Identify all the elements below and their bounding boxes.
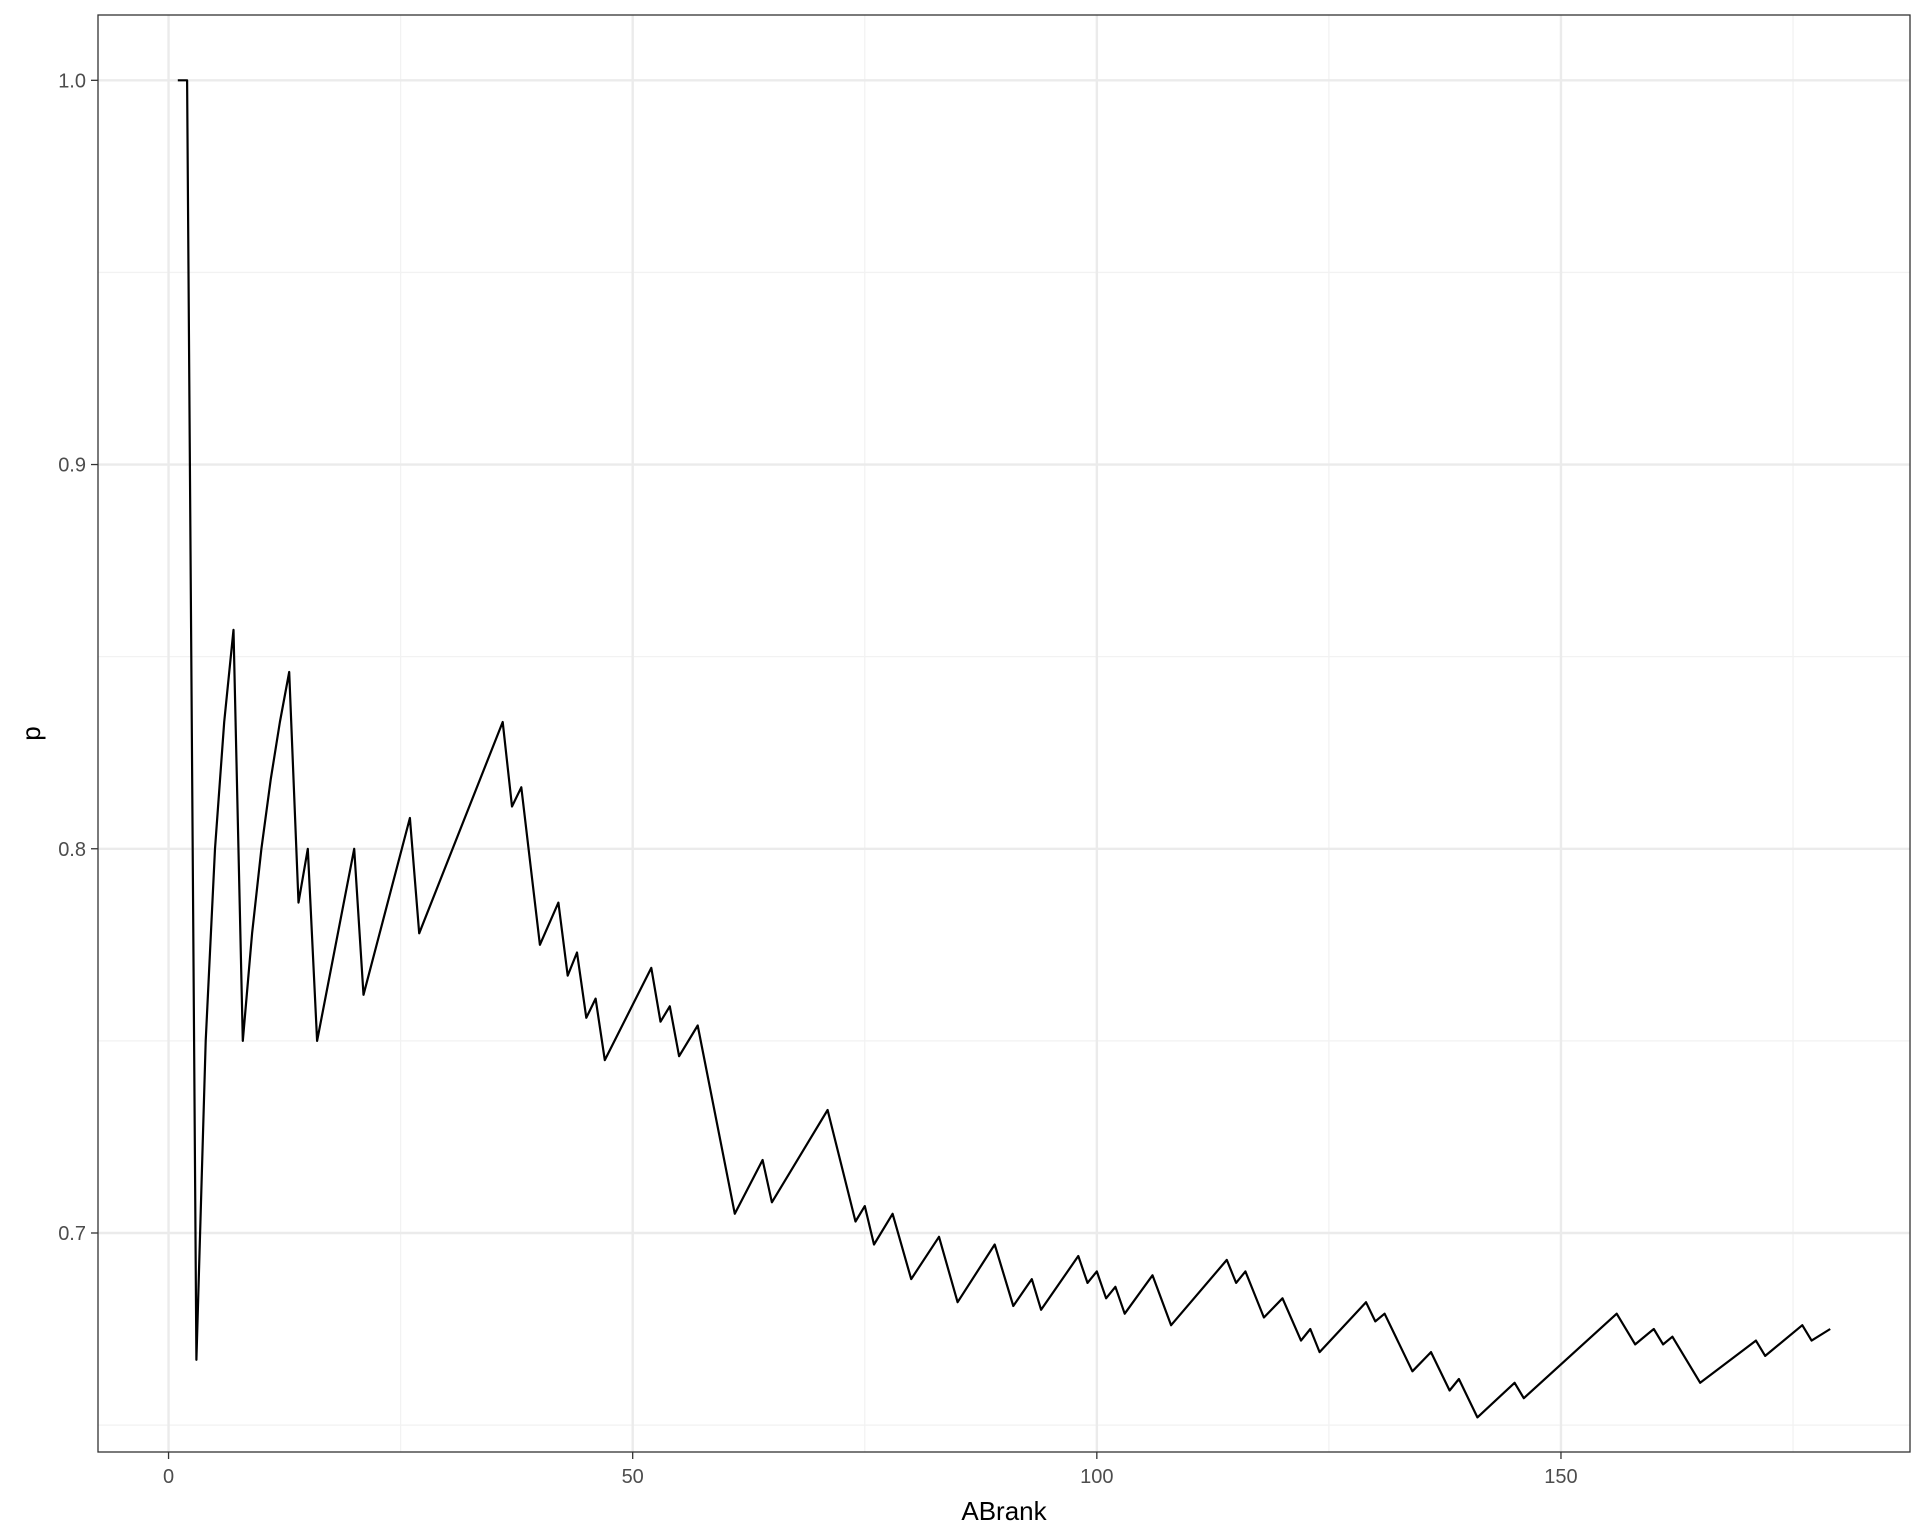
major-gridlines	[98, 15, 1910, 1452]
y-tick-label: 0.8	[58, 839, 86, 861]
x-tick-label: 150	[1544, 1466, 1577, 1488]
x-tick-label: 100	[1080, 1466, 1113, 1488]
y-axis-title: p	[16, 726, 46, 740]
y-axis-ticks: 0.7 0.8 0.9 1.0	[58, 70, 98, 1245]
x-tick-label: 50	[622, 1466, 644, 1488]
x-tick-label: 0	[163, 1466, 174, 1488]
panel-border	[97, 14, 1911, 1453]
x-axis-ticks: 0 50 100 150	[163, 1452, 1578, 1488]
y-tick-label: 0.7	[58, 1223, 86, 1245]
x-axis-title: ABrank	[961, 1496, 1047, 1526]
y-tick-label: 1.0	[58, 70, 86, 92]
p-series-line	[177, 79, 1831, 1419]
minor-gridlines	[98, 15, 1910, 1452]
y-tick-label: 0.9	[58, 455, 86, 477]
